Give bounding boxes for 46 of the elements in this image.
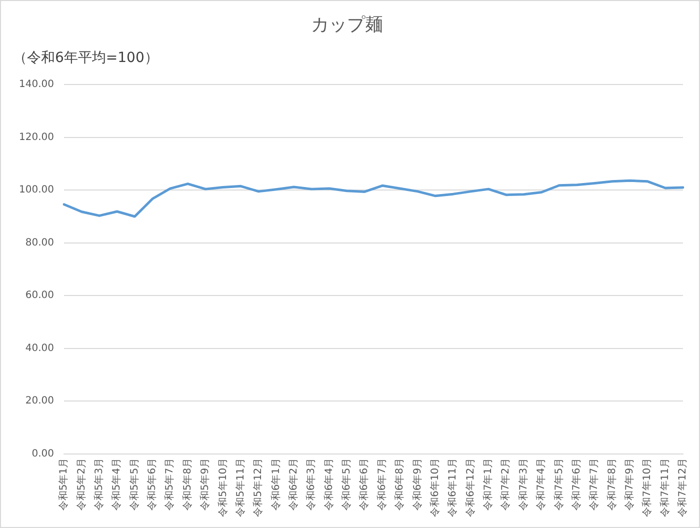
y-tick-label: 120.00 [18, 132, 54, 143]
x-tick-label: 令和6年8月 [394, 458, 406, 511]
x-tick-label: 令和5年10月 [216, 458, 229, 518]
y-axis-title: （令和6年平均=100） [13, 49, 158, 67]
x-tick-label: 令和5年4月 [110, 458, 123, 511]
y-tick-label: 20.00 [25, 396, 54, 407]
x-tick-label: 令和7年8月 [606, 458, 618, 511]
x-tick-label: 令和7年3月 [517, 458, 530, 511]
x-tick-label: 令和5年11月 [234, 458, 246, 518]
x-tick-label: 令和6年5月 [340, 458, 353, 511]
x-tick-label: 令和7年12月 [676, 458, 689, 518]
x-tick-label: 令和5年8月 [181, 458, 194, 511]
x-tick-label: 令和6年3月 [305, 458, 318, 511]
x-tick-label: 令和5年3月 [92, 458, 105, 511]
x-tick-label: 令和5年5月 [128, 458, 140, 511]
x-tick-label: 令和5年2月 [75, 458, 88, 511]
y-tick-label: 40.00 [25, 342, 54, 354]
y-tick-label: 100.00 [18, 184, 54, 196]
x-tick-label: 令和7年7月 [588, 458, 600, 511]
x-tick-label: 令和6年10月 [428, 458, 441, 518]
y-tick-label: 80.00 [25, 237, 54, 248]
x-tick-label: 令和7年1月 [482, 458, 494, 511]
x-tick-label: 令和6年1月 [270, 458, 282, 511]
x-tick-label: 令和6年11月 [446, 458, 459, 518]
y-tick-label: 140.00 [18, 79, 54, 90]
x-tick-label: 令和7年9月 [624, 458, 636, 511]
x-tick-label: 令和6年6月 [358, 458, 370, 511]
x-tick-label: 令和6年2月 [288, 458, 300, 511]
y-tick-label: 0.00 [32, 448, 54, 460]
x-tick-label: 令和5年7月 [164, 458, 176, 511]
x-tick-label: 令和5年1月 [58, 458, 70, 511]
x-tick-label: 令和6年4月 [322, 458, 335, 511]
x-tick-label: 令和5年6月 [146, 458, 158, 511]
y-tick-label: 60.00 [25, 290, 54, 302]
x-tick-label: 令和7年2月 [500, 458, 512, 511]
chart-title: カップ麺 [311, 14, 383, 36]
x-tick-label: 令和7年4月 [535, 458, 548, 511]
x-tick-label: 令和6年7月 [376, 458, 388, 511]
x-tick-label: 令和7年5月 [552, 458, 565, 511]
x-tick-label: 令和6年12月 [464, 458, 476, 518]
x-tick-label: 令和7年10月 [641, 458, 654, 518]
x-tick-label: 令和5年12月 [252, 458, 264, 518]
x-tick-label: 令和5年9月 [199, 458, 212, 511]
x-tick-label: 令和6年9月 [411, 458, 424, 511]
x-tick-label: 令和7年6月 [570, 458, 582, 511]
x-tick-label: 令和7年11月 [658, 458, 671, 518]
